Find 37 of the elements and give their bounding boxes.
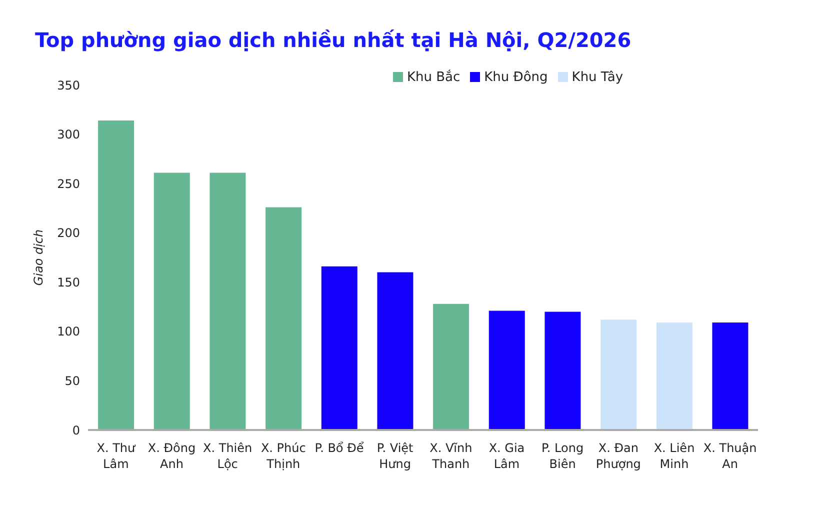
bar bbox=[544, 312, 581, 430]
y-tick-label: 350 bbox=[57, 78, 80, 92]
y-tick-label: 200 bbox=[57, 226, 80, 240]
bar bbox=[656, 322, 692, 430]
y-axis-title: Giao dịch bbox=[31, 229, 46, 286]
bar bbox=[266, 207, 302, 430]
legend-label: Khu Bắc bbox=[406, 70, 460, 85]
x-tick-label: X. Thiên Lộc bbox=[203, 441, 252, 471]
y-tick-label: 250 bbox=[57, 176, 80, 191]
x-tick-label: X. Thuận An bbox=[703, 441, 757, 471]
x-tick-label: P. Việt Hưng bbox=[376, 441, 414, 471]
x-tick-label: P. Long Biên bbox=[542, 441, 584, 471]
bar bbox=[433, 304, 470, 430]
x-tick-label: X. Đông Anh bbox=[148, 441, 196, 471]
y-tick-label: 0 bbox=[72, 423, 80, 438]
x-tick-label: X. Vĩnh Thanh bbox=[430, 441, 472, 471]
x-tick-label: X. Phúc Thịnh bbox=[260, 441, 306, 471]
x-tick-label: P. Bổ Để bbox=[314, 441, 364, 455]
y-tick-label: 50 bbox=[64, 374, 80, 388]
y-tick-label: 150 bbox=[57, 275, 80, 290]
x-tick-label: X. Gia Lâm bbox=[488, 441, 525, 471]
bar bbox=[488, 310, 525, 430]
x-tick-label: X. Đan Phượng bbox=[596, 441, 641, 471]
y-tick-label: 100 bbox=[57, 324, 80, 339]
bar bbox=[321, 266, 358, 430]
x-tick-label: X. Thư Lâm bbox=[96, 441, 137, 471]
chart-title: Top phường giao dịch nhiều nhất tại Hà Nội, Q2/2026 bbox=[34, 27, 632, 54]
x-tick-label: X. Liên Minh bbox=[654, 441, 695, 471]
bar bbox=[600, 320, 637, 430]
bar bbox=[377, 272, 414, 430]
legend-label: Khu Đông bbox=[484, 70, 548, 85]
legend-label: Khu Tây bbox=[572, 70, 624, 85]
y-tick-label: 300 bbox=[57, 128, 80, 142]
bar bbox=[154, 172, 190, 430]
bar bbox=[210, 172, 246, 430]
bar bbox=[712, 322, 748, 430]
bar bbox=[98, 120, 134, 430]
